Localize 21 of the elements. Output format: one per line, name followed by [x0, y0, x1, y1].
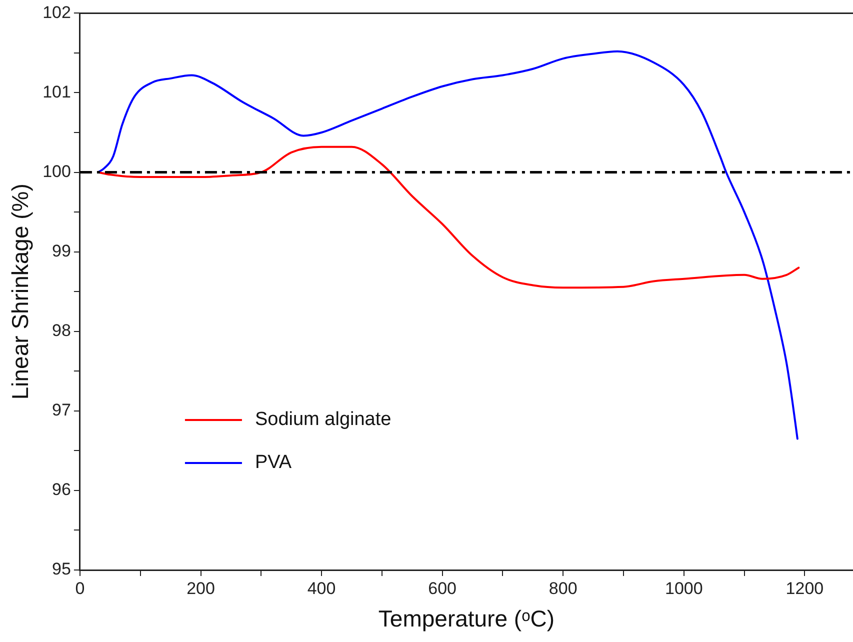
- legend-label: Sodium alginate: [254, 409, 392, 430]
- y-tick-label: 97: [52, 400, 71, 420]
- x-tick-label: 1000: [664, 578, 703, 598]
- y-tick-label: 102: [42, 2, 71, 22]
- legend-label: PVA: [254, 452, 292, 474]
- x-tick-label: 400: [307, 578, 336, 598]
- line-series: [97, 146, 800, 289]
- x-tick-label: 600: [428, 578, 457, 598]
- x-tick-label: 200: [186, 578, 215, 598]
- x-tick-label: 1200: [786, 578, 824, 598]
- line-series: [97, 50, 798, 440]
- y-axis-title: Linear Shrinkage (%): [7, 184, 34, 400]
- y-tick-label: 98: [52, 321, 71, 340]
- y-tick-label: 101: [42, 82, 71, 102]
- y-tick-label: 96: [52, 480, 71, 500]
- x-tick-label: 800: [548, 578, 578, 598]
- y-tick-label: 100: [42, 162, 71, 181]
- x-axis-title: Temperature (ᵒC): [378, 606, 555, 632]
- y-tick-label: 99: [52, 242, 71, 261]
- x-tick-label: 0: [75, 578, 85, 598]
- y-tick-label: 95: [52, 560, 71, 579]
